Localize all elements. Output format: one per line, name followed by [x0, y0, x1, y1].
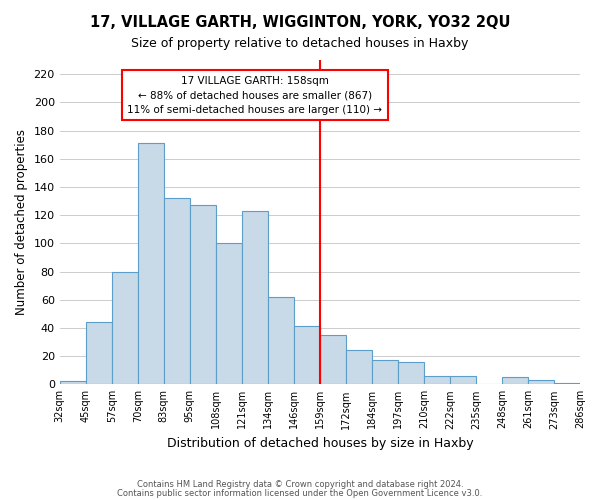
- Bar: [268, 297, 294, 384]
- Text: Size of property relative to detached houses in Haxby: Size of property relative to detached ho…: [131, 38, 469, 51]
- Bar: [424, 376, 450, 384]
- Bar: [372, 360, 398, 384]
- Bar: [112, 272, 138, 384]
- Bar: [554, 383, 580, 384]
- Bar: [502, 378, 528, 384]
- Bar: [294, 326, 320, 384]
- X-axis label: Distribution of detached houses by size in Haxby: Distribution of detached houses by size …: [167, 437, 473, 450]
- Bar: [164, 198, 190, 384]
- Bar: [242, 211, 268, 384]
- Bar: [320, 335, 346, 384]
- Text: 17 VILLAGE GARTH: 158sqm
← 88% of detached houses are smaller (867)
11% of semi-: 17 VILLAGE GARTH: 158sqm ← 88% of detach…: [127, 76, 382, 115]
- Bar: [346, 350, 372, 384]
- Bar: [528, 380, 554, 384]
- Text: 17, VILLAGE GARTH, WIGGINTON, YORK, YO32 2QU: 17, VILLAGE GARTH, WIGGINTON, YORK, YO32…: [90, 15, 510, 30]
- Bar: [216, 244, 242, 384]
- Bar: [59, 382, 86, 384]
- Text: Contains HM Land Registry data © Crown copyright and database right 2024.: Contains HM Land Registry data © Crown c…: [137, 480, 463, 489]
- Bar: [190, 205, 216, 384]
- Bar: [398, 362, 424, 384]
- Y-axis label: Number of detached properties: Number of detached properties: [15, 129, 28, 315]
- Text: Contains public sector information licensed under the Open Government Licence v3: Contains public sector information licen…: [118, 488, 482, 498]
- Bar: [138, 143, 164, 384]
- Bar: [86, 322, 112, 384]
- Bar: [450, 376, 476, 384]
